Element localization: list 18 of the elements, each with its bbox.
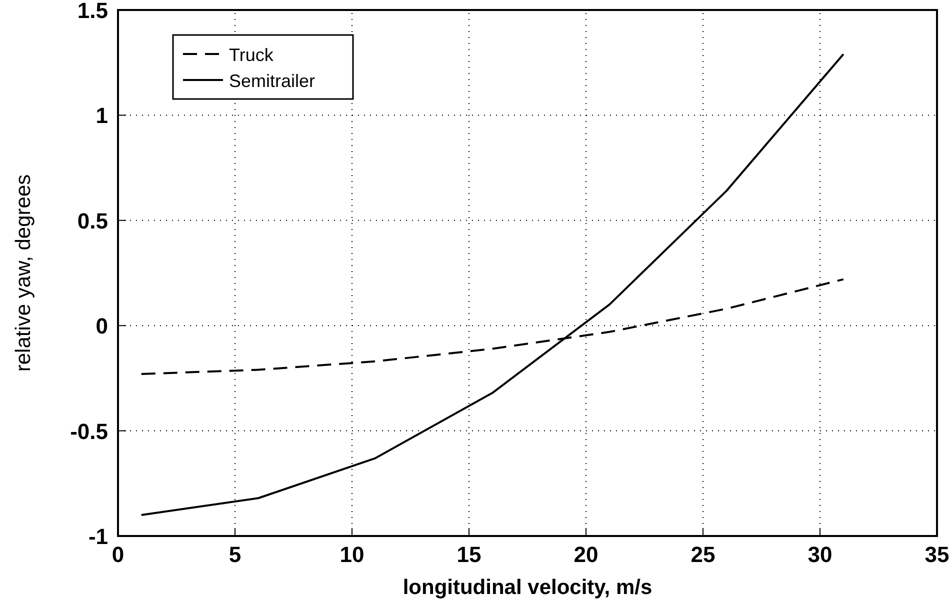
x-tick-label: 30 xyxy=(808,542,832,567)
x-tick-label: 35 xyxy=(924,542,950,567)
y-tick-label: 1 xyxy=(96,103,108,128)
y-tick-label: 1.5 xyxy=(77,0,108,23)
x-tick-label: 15 xyxy=(456,542,482,567)
y-tick-label: -0.5 xyxy=(70,418,108,444)
y-tick-label: 0 xyxy=(96,314,108,339)
y-tick-label: 0.5 xyxy=(77,208,108,234)
y-tick-label: -1 xyxy=(88,524,108,549)
x-tick-label: 20 xyxy=(574,542,598,567)
x-tick-label: 0 xyxy=(112,542,124,567)
x-tick-label: 10 xyxy=(340,542,364,567)
x-tick-label: 25 xyxy=(690,542,716,567)
legend-label: Truck xyxy=(229,45,274,65)
x-tick-label: 5 xyxy=(228,542,242,567)
legend-label: Semitrailer xyxy=(229,71,316,91)
y-axis-title: relative yaw, degrees xyxy=(12,174,35,372)
x-axis-title: longitudinal velocity, m/s xyxy=(402,576,652,599)
